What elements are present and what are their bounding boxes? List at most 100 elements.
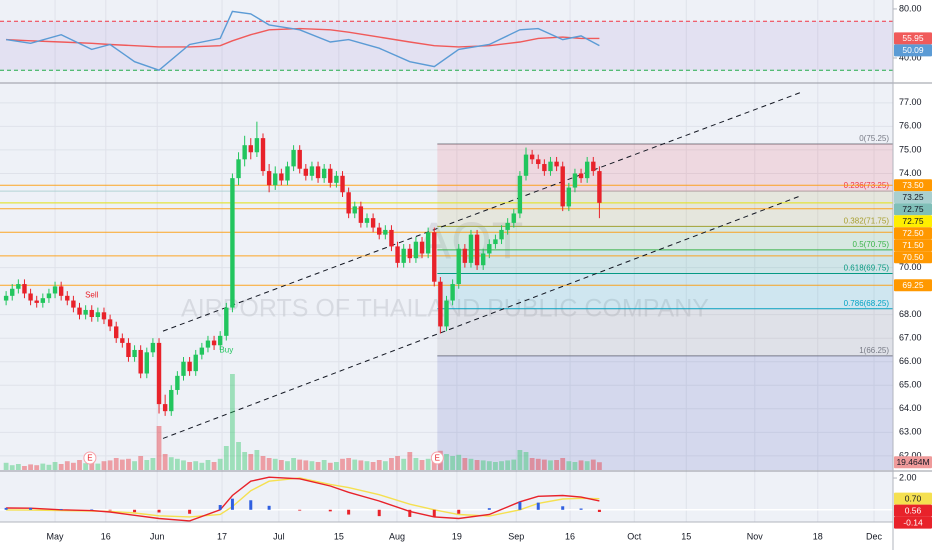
volume-bar <box>230 374 235 470</box>
histogram-bar <box>561 506 565 510</box>
fib-band <box>437 144 893 192</box>
candle-body <box>22 284 27 294</box>
x-tick-label: Nov <box>747 531 764 541</box>
y-tick-label: 75.00 <box>899 144 922 154</box>
candle-body <box>156 342 162 405</box>
candle-body <box>389 229 394 247</box>
fib-label: 0.786(68.25) <box>844 299 890 308</box>
volume-bar <box>266 458 272 470</box>
volume-bar <box>413 458 419 470</box>
histogram-bar <box>377 509 381 517</box>
volume-bar <box>260 456 266 470</box>
last-value-tag: -0.14 <box>903 517 923 527</box>
volume-bar <box>480 460 486 470</box>
volume-bar <box>584 461 590 470</box>
x-tick-label: 19 <box>452 531 462 541</box>
volume-bar <box>126 458 131 470</box>
volume-bar <box>535 458 541 470</box>
histogram-bar <box>298 509 302 511</box>
histogram-bar <box>157 509 161 513</box>
candle-body <box>419 241 425 254</box>
candle-body <box>144 352 149 374</box>
last-value-tag-box <box>894 44 932 57</box>
volume-bar <box>77 460 82 470</box>
price-tag: 70.50 <box>902 252 924 262</box>
volume-bar <box>46 464 52 470</box>
y-tick-label: 70.00 <box>899 262 922 272</box>
candle-body <box>242 145 247 160</box>
histogram-bar <box>597 509 601 512</box>
volume-bar <box>223 446 229 470</box>
volume-bar <box>248 454 254 470</box>
candle-body <box>138 349 143 374</box>
candle-body <box>340 175 345 193</box>
candle-body <box>523 154 529 176</box>
signal-label: Sell <box>85 290 99 299</box>
volume-bar <box>272 458 278 470</box>
candle-body <box>279 173 284 181</box>
candle-body <box>150 342 156 353</box>
candle-body <box>266 171 272 186</box>
price-tag-box <box>894 251 932 264</box>
volume-bar <box>321 460 327 470</box>
volume-bar <box>254 450 260 470</box>
volume-bar <box>156 426 162 470</box>
candle-body <box>370 218 376 228</box>
candle-body <box>309 166 315 176</box>
candle-body <box>162 404 168 412</box>
volume-bar <box>462 458 468 470</box>
candle-body <box>224 307 229 336</box>
volume-bar <box>22 466 27 470</box>
plot-background <box>0 0 893 522</box>
x-tick-label: Oct <box>627 531 642 541</box>
volume-bar <box>493 462 498 470</box>
y-tick-label: 65.00 <box>899 380 922 390</box>
histogram-bar <box>518 501 522 510</box>
candle-body <box>211 340 217 346</box>
candle-body <box>181 361 186 376</box>
price-tag-box <box>894 239 932 252</box>
series-line <box>5 10 600 71</box>
histogram-bar <box>4 507 8 510</box>
x-tick-label: Jun <box>150 531 165 541</box>
candle-body <box>597 171 602 203</box>
volume-bar <box>517 450 523 470</box>
candle-body <box>468 234 474 263</box>
histogram-bar <box>536 502 540 510</box>
signal-label: Buy <box>219 346 233 355</box>
last-value-tag: 0.70 <box>905 493 922 503</box>
candle-body <box>114 326 119 339</box>
volume-bar <box>395 456 400 470</box>
candle-body <box>493 239 498 245</box>
candle-body <box>65 295 70 301</box>
y-tick-label: 66.00 <box>899 356 922 366</box>
candle-body <box>560 166 565 207</box>
volume-bar <box>511 459 517 470</box>
candle-body <box>28 293 33 301</box>
volume-bar <box>217 458 223 470</box>
volume-bar <box>554 460 559 470</box>
volume-bar <box>211 462 217 470</box>
histogram-bar <box>432 509 436 517</box>
volume-tag-box <box>894 456 932 469</box>
volume-bar <box>58 464 64 470</box>
candle-body <box>383 229 388 235</box>
volume-bar <box>236 442 241 470</box>
candle-body <box>193 354 198 372</box>
last-value-tag: 0.56 <box>905 505 922 515</box>
volume-bar <box>64 461 70 470</box>
histogram-bar <box>328 509 332 512</box>
volume-bar <box>187 462 193 470</box>
volume-bar <box>340 458 345 470</box>
volume-bar <box>3 462 9 470</box>
x-tick-label: Aug <box>389 531 405 541</box>
last-value-tag-box <box>894 492 932 505</box>
histogram-bar <box>218 505 222 510</box>
volume-bar <box>101 461 107 470</box>
candle-body <box>456 248 461 285</box>
volume-bar <box>205 460 211 470</box>
volume-bar <box>505 460 511 470</box>
candle-body <box>352 206 357 214</box>
